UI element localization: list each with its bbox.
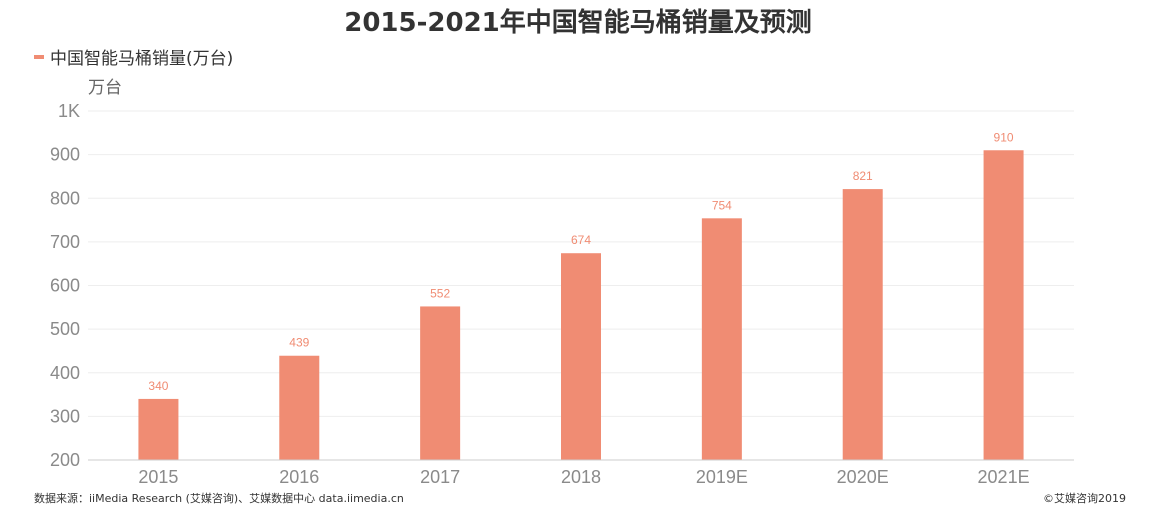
x-axis-ticks: 2015 2016 2017 2018 2019E 2020E 2021E: [138, 467, 1029, 487]
y-axis-unit-label: 万台: [88, 78, 122, 98]
x-tick-label: 2019E: [696, 467, 748, 487]
legend: 中国智能马桶销量(万台): [34, 44, 233, 69]
y-axis-ticks: 200 300 400 500 600 700 800 900 1K: [50, 101, 80, 470]
data-label: 674: [571, 233, 591, 247]
x-tick-label: 2018: [561, 467, 601, 487]
y-tick-label: 700: [50, 232, 80, 252]
y-tick-label: 400: [50, 363, 80, 383]
y-tick-label: 800: [50, 188, 80, 208]
x-tick-label: 2017: [420, 467, 460, 487]
y-tick-label: 200: [50, 450, 80, 470]
x-tick-label: 2016: [279, 467, 319, 487]
data-label: 821: [853, 169, 873, 183]
bar: [983, 150, 1024, 460]
bar: [420, 306, 461, 460]
y-tick-label: 300: [50, 406, 80, 426]
data-label: 340: [148, 379, 168, 393]
y-tick-label: 600: [50, 276, 80, 296]
source-note: 数据来源：iiMedia Research (艾媒咨询)、艾媒数据中心 data…: [34, 492, 404, 505]
y-tick-label: 500: [50, 319, 80, 339]
y-tick-label: 1K: [58, 101, 80, 121]
legend-label: 中国智能马桶销量(万台): [50, 49, 234, 69]
x-tick-label: 2015: [138, 467, 178, 487]
data-label: 754: [712, 198, 732, 212]
bar: [701, 218, 742, 460]
data-label: 439: [289, 336, 309, 350]
bar: [561, 253, 601, 460]
bar: [138, 398, 179, 460]
copyright-note: ©艾媒咨询2019: [1043, 492, 1126, 505]
x-tick-label: 2021E: [978, 467, 1030, 487]
data-label: 552: [430, 286, 450, 300]
data-label: 910: [994, 130, 1014, 144]
bars: [138, 150, 1024, 460]
bar: [279, 355, 320, 460]
legend-swatch: [34, 54, 44, 59]
y-tick-label: 900: [50, 145, 80, 165]
chart-title: 2015-2021年中国智能马桶销量及预测: [344, 8, 812, 38]
x-tick-label: 2020E: [837, 467, 889, 487]
bar: [842, 189, 883, 460]
data-labels: 340 439 552 674 754 821 910: [148, 130, 1013, 393]
